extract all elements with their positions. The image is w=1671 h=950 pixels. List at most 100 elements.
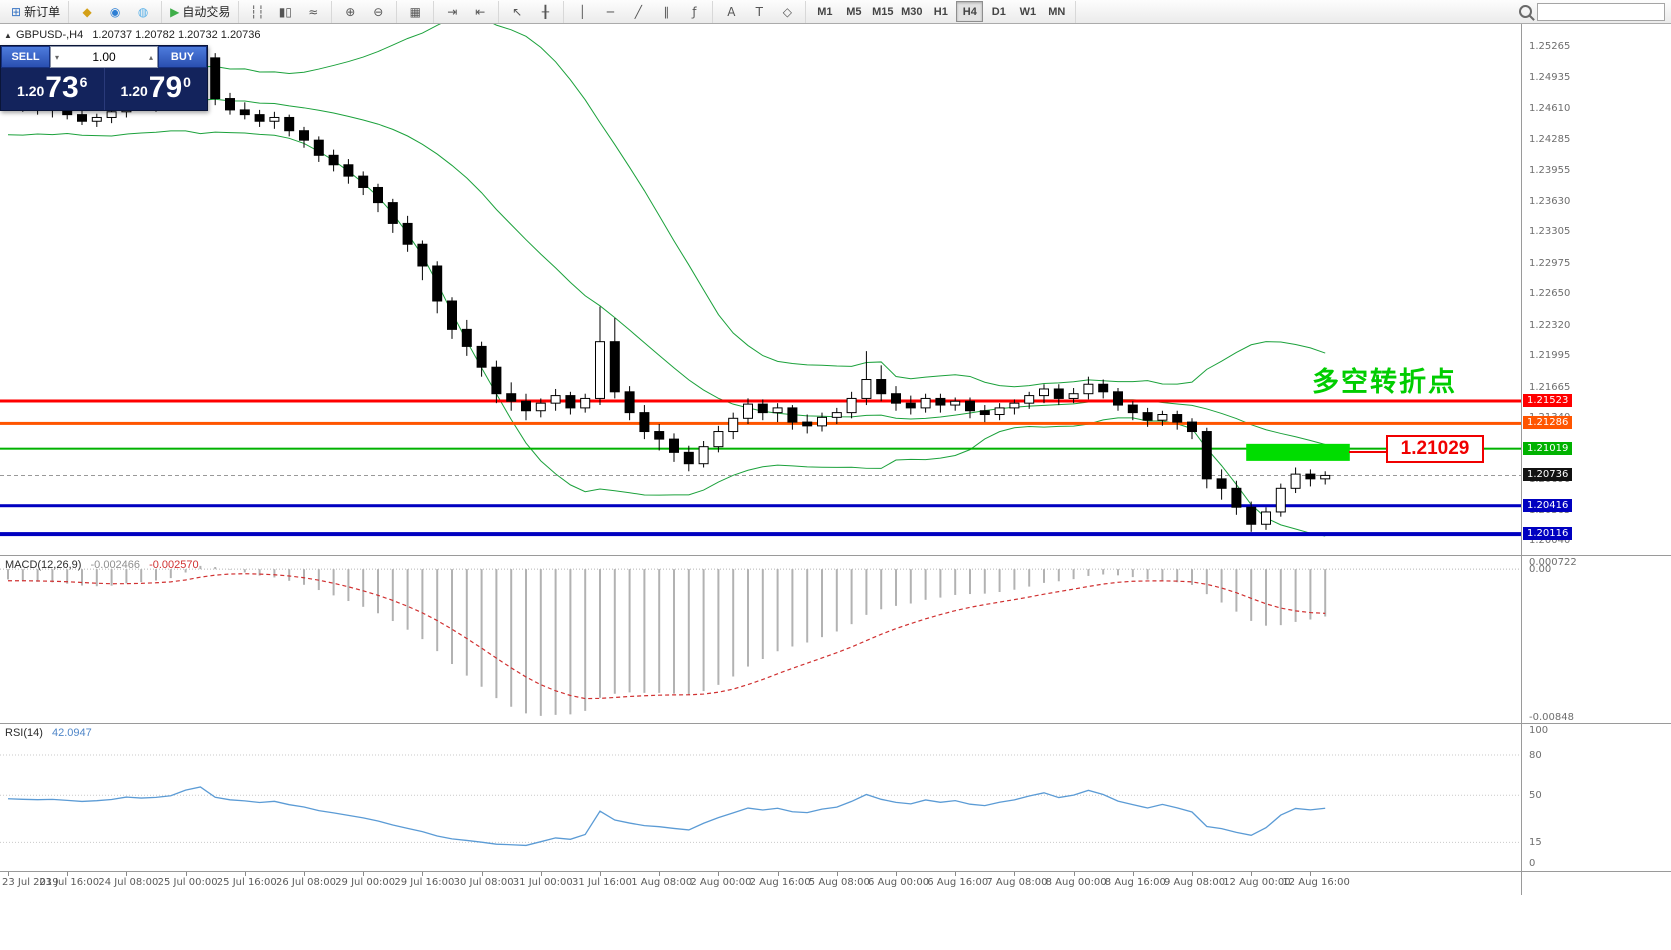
volume-increase-icon[interactable]: ▴ bbox=[148, 52, 153, 62]
symbol-timeframe-label: GBPUSD-,H4 bbox=[16, 29, 84, 41]
sell-price[interactable]: 1.20 73 6 bbox=[1, 68, 105, 110]
timeframe-mn-button[interactable]: MN bbox=[1048, 5, 1066, 18]
new-order-button[interactable]: ⊞ 新订单 bbox=[7, 1, 64, 22]
candle bbox=[269, 116, 280, 122]
volume-stepper: ▾ ▴ bbox=[50, 46, 158, 68]
horizontal-line-1.20116[interactable] bbox=[0, 532, 1521, 537]
candle bbox=[106, 111, 117, 118]
zoom-out-icon: ⊖ bbox=[373, 4, 384, 19]
highlight-rectangle[interactable] bbox=[1246, 443, 1350, 461]
toolbar-group-timeframes: M1 M5 M15 M30 H1 H4 D1 W1 MN bbox=[806, 0, 1077, 23]
channel-button[interactable]: ∥ bbox=[652, 1, 680, 22]
price-tick-label: 1.24935 bbox=[1529, 72, 1571, 84]
macd-plot bbox=[0, 565, 1521, 716]
crosshair-button[interactable]: ╂ bbox=[531, 1, 559, 22]
community-button[interactable]: ◍ bbox=[129, 1, 157, 22]
time-label: 31 Jul 00:00 bbox=[512, 877, 573, 888]
rsi-axis-label: 0 bbox=[1529, 857, 1536, 869]
marketplace-button[interactable]: ◆ bbox=[73, 1, 101, 22]
chart-shift-icon: ⇤ bbox=[475, 4, 486, 19]
text-icon: A bbox=[727, 4, 736, 19]
timeframe-d1-button[interactable]: D1 bbox=[991, 5, 1006, 18]
candle bbox=[358, 175, 369, 188]
horizontal-line-1.21286[interactable] bbox=[0, 421, 1521, 425]
label-button[interactable]: T bbox=[745, 1, 773, 22]
candlestick-chart-icon: ▮▯ bbox=[278, 4, 292, 19]
horizontal-line-1.20416[interactable] bbox=[0, 504, 1521, 508]
rsi-axis-label: 15 bbox=[1529, 837, 1542, 849]
time-label: 1 Aug 08:00 bbox=[631, 877, 693, 888]
volume-decrease-icon[interactable]: ▾ bbox=[55, 52, 60, 62]
toolbar-group-text-tools: A T ◇ bbox=[713, 0, 807, 23]
timeframe-m30-button[interactable]: M30 bbox=[901, 5, 923, 18]
search-icon[interactable] bbox=[1519, 5, 1532, 18]
chart-collapse-icon[interactable]: ▲ bbox=[4, 31, 12, 40]
sell-price-prefix: 1.20 bbox=[17, 83, 45, 99]
horizontal-line-1.21523[interactable] bbox=[0, 399, 1521, 403]
candle bbox=[565, 395, 576, 409]
vertical-line-icon: │ bbox=[578, 4, 586, 19]
price-tick-label: 1.23630 bbox=[1529, 195, 1571, 207]
candle bbox=[1305, 473, 1316, 480]
time-label: 6 Aug 00:00 bbox=[868, 877, 930, 888]
cursor-button[interactable]: ↖ bbox=[503, 1, 531, 22]
macd-signal-line bbox=[7, 573, 1326, 700]
bar-chart-button[interactable]: ┆┆ bbox=[243, 1, 271, 22]
price-tick-label: 1.23955 bbox=[1529, 164, 1571, 176]
timeframe-m15-button[interactable]: M15 bbox=[872, 5, 894, 18]
turning-point-annotation[interactable]: 多空转折点 bbox=[1312, 367, 1457, 397]
candle bbox=[683, 451, 694, 465]
auto-scroll-button[interactable]: ⇥ bbox=[438, 1, 466, 22]
search-input[interactable] bbox=[1537, 2, 1665, 21]
chart-shift-button[interactable]: ⇤ bbox=[466, 1, 494, 22]
horizontal-line-button[interactable]: ─ bbox=[596, 1, 624, 22]
timeframe-w1-button[interactable]: W1 bbox=[1019, 5, 1037, 18]
candle bbox=[1275, 487, 1286, 513]
autotrade-button-label: 自动交易 bbox=[182, 5, 231, 19]
signals-button[interactable]: ◉ bbox=[101, 1, 129, 22]
candle bbox=[802, 421, 813, 427]
text-button[interactable]: A bbox=[717, 1, 745, 22]
sell-button[interactable]: SELL bbox=[1, 46, 50, 68]
time-label: 25 Jul 16:00 bbox=[216, 877, 277, 888]
line-chart-button[interactable]: ≈ bbox=[299, 1, 327, 22]
timeframe-m5-button[interactable]: M5 bbox=[846, 5, 862, 18]
price-tag-label[interactable]: 1.21029 bbox=[1386, 435, 1484, 463]
time-label: 8 Aug 16:00 bbox=[1104, 877, 1166, 888]
autotrade-button[interactable]: ▶ 自动交易 bbox=[166, 1, 234, 22]
main-toolbar: ⊞ 新订单 ◆ ◉ ◍ ▶ 自动交易 ┆┆ ▮▯ ≈ ⊕ ⊖ ▦ ⇥ ⇤ ↖ ╂ │ ─ ╱ ∥ ƒ A T ◇ M1 M5 M15 M… bbox=[0, 0, 1671, 24]
vertical-line-button[interactable]: │ bbox=[568, 1, 596, 22]
volume-input[interactable] bbox=[63, 49, 145, 65]
macd-axis-label: -0.00848 bbox=[1529, 712, 1574, 723]
macd-axis-label: 0.000722 bbox=[1529, 557, 1577, 568]
zoom-out-button[interactable]: ⊖ bbox=[364, 1, 392, 22]
candle bbox=[965, 400, 975, 412]
candle bbox=[1216, 478, 1227, 489]
candle bbox=[239, 109, 250, 116]
candle bbox=[1290, 473, 1301, 489]
time-label: 2 Aug 00:00 bbox=[690, 877, 752, 888]
fibonacci-button[interactable]: ƒ bbox=[680, 1, 708, 22]
horizontal-line-1.21019[interactable] bbox=[0, 447, 1521, 450]
shapes-button[interactable]: ◇ bbox=[773, 1, 801, 22]
candlestick-chart-button[interactable]: ▮▯ bbox=[271, 1, 299, 22]
time-axis[interactable]: 23 Jul 2019 23 Jul 16:00 24 Jul 08:00 25 Ju… bbox=[0, 871, 1671, 895]
timeframe-h4-button[interactable]: H4 bbox=[956, 1, 984, 22]
channel-icon: ∥ bbox=[663, 4, 670, 19]
trendline-button[interactable]: ╱ bbox=[624, 1, 652, 22]
bollinger-upper-band bbox=[7, 24, 1326, 388]
macd-signal-value: -0.002570 bbox=[149, 559, 199, 571]
tile-windows-button[interactable]: ▦ bbox=[401, 1, 429, 22]
macd-scale: 0.000722 0.00 -0.00848 bbox=[1521, 556, 1671, 723]
toolbar-group-file: ⊞ 新订单 bbox=[3, 0, 70, 23]
price-tick-label: 1.20040 bbox=[1529, 535, 1571, 547]
timeframe-m1-button[interactable]: M1 bbox=[817, 5, 833, 18]
timeframe-h1-button[interactable]: H1 bbox=[933, 5, 948, 18]
trade-panel-prices: 1.20 73 6 1.20 79 0 bbox=[1, 68, 207, 110]
new-order-icon: ⊞ bbox=[11, 4, 22, 19]
zoom-in-button[interactable]: ⊕ bbox=[336, 1, 364, 22]
price-tick-label: 1.24610 bbox=[1529, 102, 1571, 114]
buy-button[interactable]: BUY bbox=[158, 46, 207, 68]
candle bbox=[994, 407, 1005, 416]
buy-price[interactable]: 1.20 79 0 bbox=[105, 68, 208, 110]
